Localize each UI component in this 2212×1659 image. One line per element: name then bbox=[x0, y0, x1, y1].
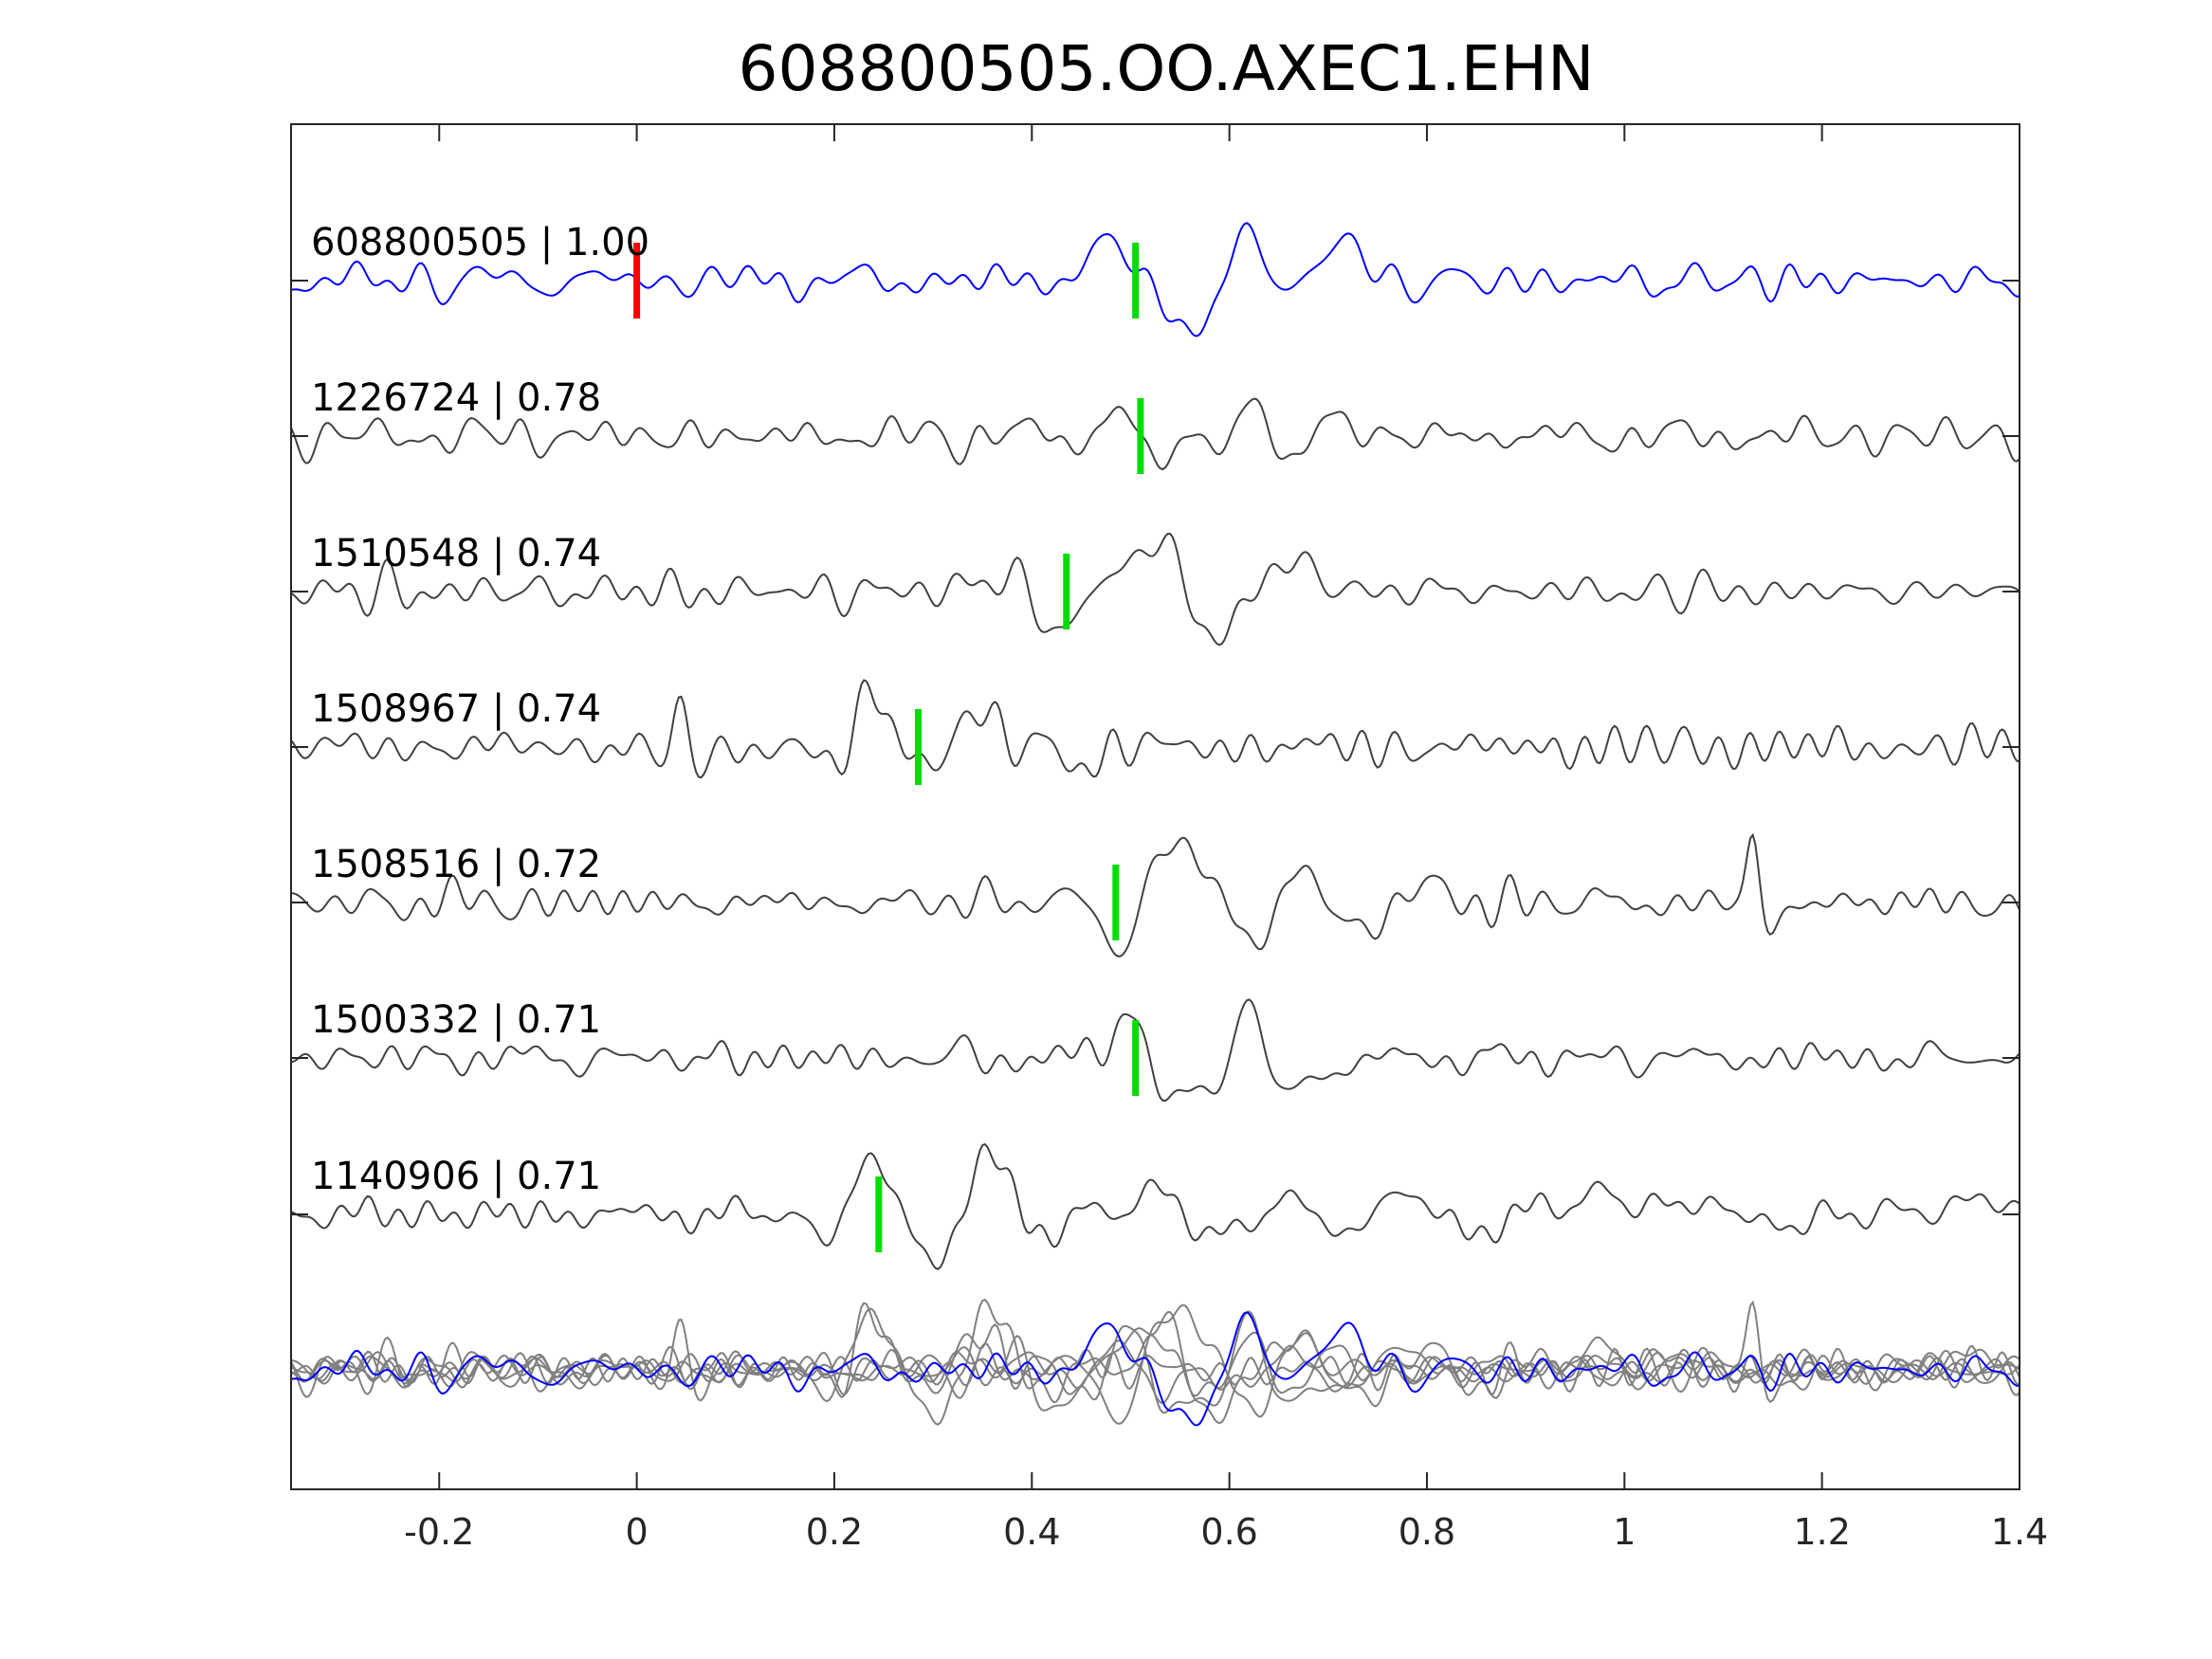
x-tick-label: 1.4 bbox=[1991, 1511, 2048, 1553]
chart-title: 608800505.OO.AXEC1.EHN bbox=[739, 32, 1595, 105]
traces-layer bbox=[290, 222, 2020, 1270]
x-tick-label: 0.2 bbox=[806, 1511, 863, 1553]
overlay-trace-608800505 bbox=[290, 1311, 2020, 1427]
trace-label-1508516: 1508516 | 0.72 bbox=[311, 843, 601, 886]
x-tick-label: 1 bbox=[1613, 1511, 1636, 1553]
trace-line-1140906 bbox=[290, 1142, 2020, 1270]
trace-label-1508967: 1508967 | 0.74 bbox=[311, 687, 601, 731]
trace-label-1510548: 1510548 | 0.74 bbox=[311, 532, 601, 575]
x-tick-label: 0 bbox=[626, 1511, 649, 1553]
x-tick-label: 0.4 bbox=[1003, 1511, 1060, 1553]
overlay-trace-1140906 bbox=[290, 1298, 2020, 1426]
x-tick-label: 0.6 bbox=[1200, 1511, 1257, 1553]
overlay-trace-1508967 bbox=[290, 1302, 2020, 1402]
trace-line-1508516 bbox=[290, 832, 2020, 957]
overlay-layer bbox=[290, 1298, 2020, 1427]
overlay-trace-1510548 bbox=[290, 1310, 2020, 1425]
trace-labels-layer: 608800505 | 1.00 1226724 | 0.78 1510548 | … bbox=[311, 221, 649, 1198]
trace-line-1226724 bbox=[290, 397, 2020, 471]
overlay-trace-1500332 bbox=[290, 1310, 2020, 1414]
x-tick-label: -0.2 bbox=[404, 1511, 474, 1553]
trace-label-1226724: 1226724 | 0.78 bbox=[311, 376, 601, 420]
x-tick-label: 1.2 bbox=[1793, 1511, 1850, 1553]
trace-label-608800505: 608800505 | 1.00 bbox=[311, 221, 649, 264]
trace-line-608800505 bbox=[290, 222, 2020, 337]
trace-line-1508967 bbox=[290, 679, 2020, 779]
trace-line-1510548 bbox=[290, 532, 2020, 647]
axes-box bbox=[290, 123, 2020, 1490]
trace-label-1140906: 1140906 | 0.71 bbox=[311, 1155, 601, 1198]
x-tick-label: 0.8 bbox=[1398, 1511, 1455, 1553]
overlay-trace-1508516 bbox=[290, 1300, 2020, 1425]
trace-label-1500332: 1500332 | 0.71 bbox=[311, 998, 601, 1042]
trace-line-1500332 bbox=[290, 998, 2020, 1103]
x-axis-ticks: -0.2 0 0.2 0.4 0.6 0.8 1 1.2 1.4 bbox=[404, 124, 2048, 1553]
picks-layer bbox=[633, 243, 1144, 1252]
